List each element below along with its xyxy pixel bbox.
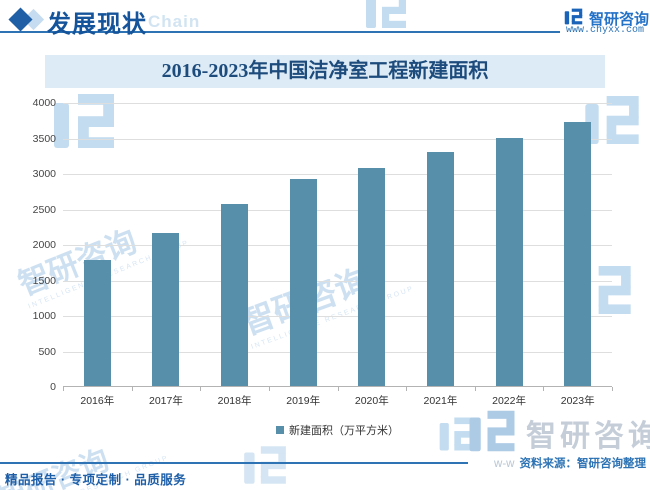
gridline [63,280,612,282]
brand-logo-icon [563,6,584,27]
legend: 新建面积（万平方米） [63,422,612,438]
footer-tagline: 精品报告 · 专项定制 · 品质服务 [5,473,187,487]
x-axis-tick [131,387,133,391]
y-tick-label: 500 [38,345,56,358]
chart-title-band: 2016-2023年中国洁净室工程新建面积 [45,55,605,88]
source-label: 资料来源：智研咨询整理 [519,458,647,470]
gridline [63,316,612,317]
x-tick-label: 2020年 [354,395,389,407]
bar [495,138,523,386]
y-tick-label: 3500 [32,132,56,145]
footer-watermark-logo-icon [465,404,519,458]
brand-url: www.chyxx.com [566,25,645,36]
chain-background-word: Chain [148,12,201,31]
x-axis-tick [63,387,64,391]
x-tick-label: 2022年 [492,395,526,407]
gridline [63,138,612,140]
legend-swatch [276,426,284,434]
x-tick-label: 2018年 [217,395,252,407]
x-axis-tick [474,387,476,391]
source-text: w-w 资料来源：智研咨询整理 [494,455,646,471]
y-tick-label: 2000 [32,239,56,251]
bar [83,259,111,386]
bar [152,232,180,386]
x-axis-tick [543,387,545,391]
y-tick-label: 4000 [32,97,56,109]
y-tick-label: 1500 [32,274,56,287]
bar [358,168,386,386]
bar [221,203,249,386]
y-tick-label: 3000 [32,168,56,180]
x-axis-tick [406,387,408,391]
legend-label: 新建面积（万平方米） [289,425,399,437]
x-tick-label: 2016年 [80,395,115,407]
x-tick-label: 2023年 [560,395,595,407]
section-title: 发展现状 [47,11,147,38]
gridline [63,209,612,211]
chart-title: 2016-2023年中国洁净室工程新建面积 [161,60,489,82]
gridline [63,351,612,353]
bar [564,121,592,386]
y-tick-label: 0 [50,381,56,393]
x-axis-tick [200,387,202,391]
footer-divider [0,462,468,464]
y-tick-label: 1000 [32,310,56,322]
bar [426,152,454,386]
x-axis-tick [612,387,613,391]
y-tick-label: 2500 [32,203,56,216]
brand-name: 智研咨询 [589,11,650,28]
x-tick-label: 2017年 [149,395,183,407]
diamond-icon [8,7,33,32]
gridline [63,245,612,246]
ghost-watermark-letters: w-w [494,458,515,470]
plot-area [63,103,613,391]
gridline [63,103,612,104]
x-tick-label: 2021年 [423,395,458,407]
watermark-brand-logo-icon [240,440,290,490]
bar [289,178,317,386]
x-axis-tick [268,387,270,391]
footer-watermark-text: 智研咨询 [526,420,650,453]
x-axis-tick [337,387,339,391]
x-tick-label: 2019年 [286,395,321,407]
gridline [63,174,612,175]
header-divider [0,31,560,33]
watermark-brand-logo-icon [362,0,410,34]
